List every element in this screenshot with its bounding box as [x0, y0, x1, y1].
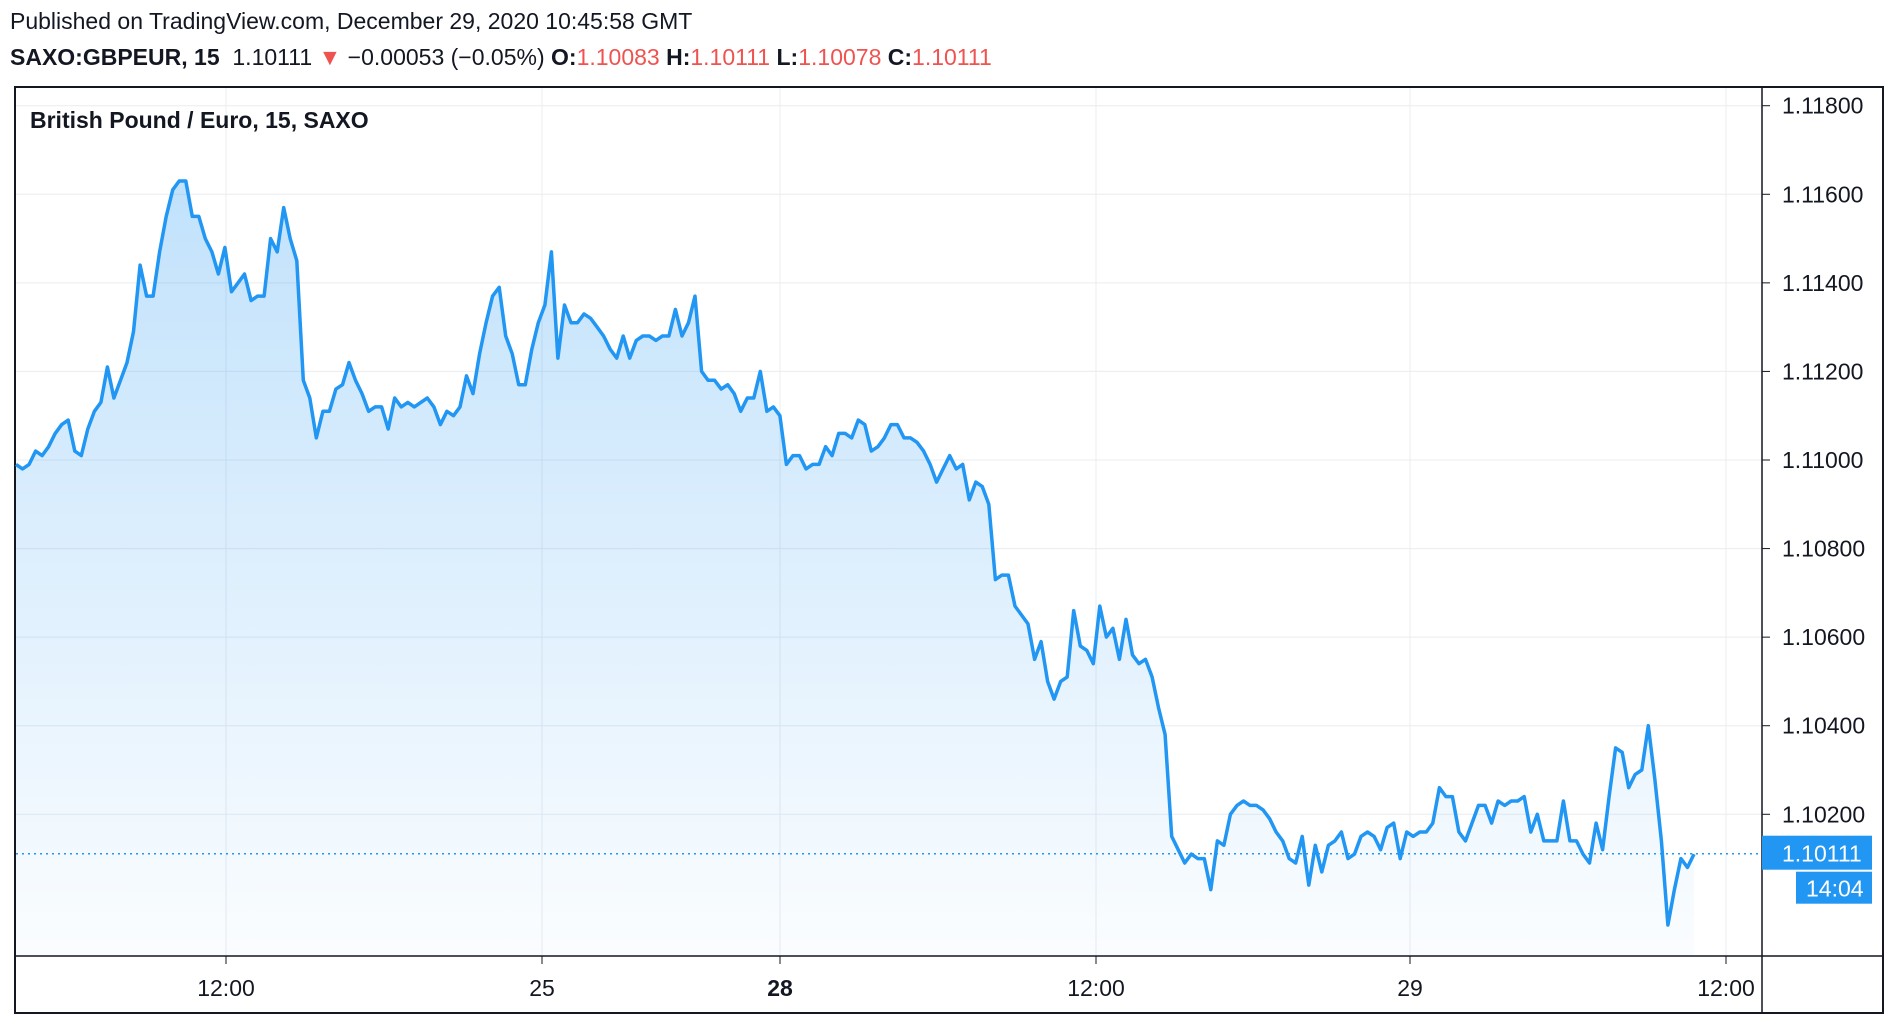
high-label: H:	[666, 44, 691, 70]
x-tick-label: 28	[767, 975, 793, 1001]
down-arrow-icon: ▼	[318, 44, 342, 70]
close-label: C:	[887, 44, 913, 70]
countdown-badge-label: 14:04	[1806, 876, 1864, 902]
y-tick-label: 1.10400	[1782, 713, 1865, 739]
x-tick-label: 29	[1397, 975, 1423, 1001]
y-tick-label: 1.11000	[1782, 447, 1863, 473]
y-tick-label: 1.10200	[1782, 801, 1865, 827]
x-tick-label: 12:00	[1067, 975, 1125, 1001]
x-tick-label: 25	[529, 975, 555, 1001]
x-tick-label: 12:00	[1697, 975, 1755, 1001]
high-value: 1.10111	[690, 44, 771, 70]
quote-bar: SAXO:GBPEUR, 15 1.10111 ▼ −0.00053 (−0.0…	[10, 44, 992, 71]
open-value: 1.10083	[576, 44, 660, 70]
y-tick-label: 1.10600	[1782, 624, 1865, 650]
x-tick-label: 12:00	[197, 975, 255, 1001]
price-area-fill	[16, 181, 1694, 956]
symbol-label[interactable]: SAXO:GBPEUR, 15	[10, 44, 220, 70]
low-value: 1.10078	[798, 44, 882, 70]
low-label: L:	[776, 44, 799, 70]
chart-legend-title: British Pound / Euro, 15, SAXO	[30, 107, 369, 133]
y-tick-label: 1.11600	[1782, 181, 1863, 207]
y-tick-label: 1.11200	[1782, 358, 1863, 384]
last-price: 1.10111	[232, 44, 313, 70]
y-tick-label: 1.11400	[1782, 270, 1863, 296]
published-note: Published on TradingView.com, December 2…	[10, 8, 693, 34]
countdown-badge	[1796, 871, 1872, 904]
y-tick-label: 1.11800	[1782, 93, 1863, 119]
price-change: −0.00053 (−0.05%)	[347, 44, 545, 70]
y-tick-label: 1.10800	[1782, 536, 1865, 562]
close-value: 1.10111	[912, 44, 992, 70]
last-price-badge-label: 1.10111	[1782, 841, 1862, 867]
last-price-badge	[1762, 835, 1872, 870]
open-label: O:	[551, 44, 577, 70]
price-line[interactable]	[15, 179, 1696, 927]
